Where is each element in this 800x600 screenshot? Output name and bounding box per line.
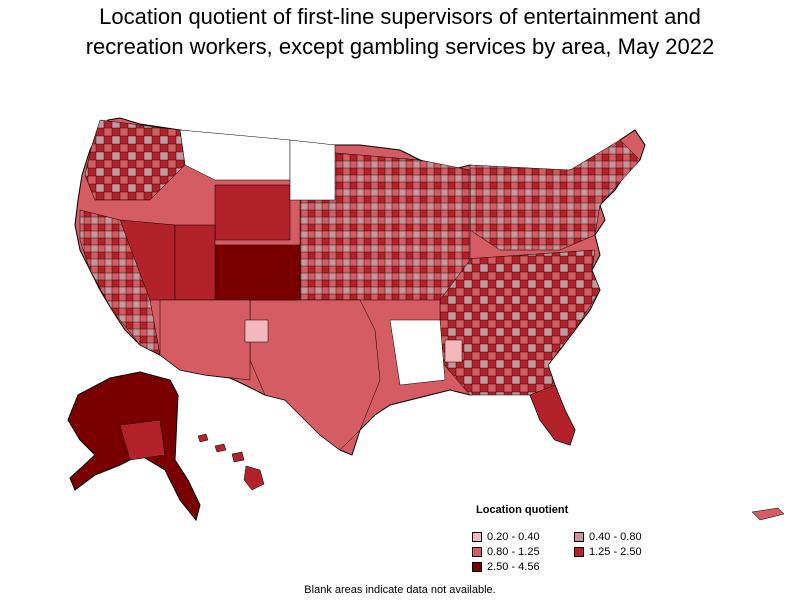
alabama-light-area <box>444 339 463 363</box>
footnote: Blank areas indicate data not available. <box>304 584 496 596</box>
mississippi-blank <box>389 319 446 386</box>
alaska-inner-area <box>119 419 166 461</box>
northwest-area <box>84 119 186 201</box>
legend-swatch <box>472 562 482 572</box>
southeast-region <box>439 249 601 396</box>
wyoming-area <box>214 184 291 241</box>
legend-item-0.40-0.80: 0.40 - 0.80 <box>574 530 642 544</box>
legend-swatch <box>472 547 482 557</box>
legend-item-0.80-1.25: 0.80 - 1.25 <box>472 545 540 559</box>
colorado-area <box>214 244 301 301</box>
legend-label: 0.80 - 1.25 <box>487 546 540 558</box>
california-area <box>79 209 161 356</box>
legend: Location quotient 0.20 - 0.40 0.40 - 0.8… <box>470 504 690 574</box>
texas-region <box>249 299 381 451</box>
legend-label: 2.50 - 4.56 <box>487 561 540 573</box>
legend-label: 1.25 - 2.50 <box>589 546 642 558</box>
legend-swatch <box>574 547 584 557</box>
legend-swatch <box>574 532 584 542</box>
map-title: Location quotient of first-line supervis… <box>0 2 800 62</box>
hawaii-island-1 <box>197 433 209 443</box>
florida-area <box>529 384 576 446</box>
legend-label: 0.40 - 0.80 <box>589 531 642 543</box>
map-title-line-2: recreation workers, except gambling serv… <box>85 34 715 59</box>
legend-item-1.25-2.50: 1.25 - 2.50 <box>574 545 642 559</box>
legend-label: 0.20 - 0.40 <box>487 531 540 543</box>
hawaii-island-big <box>243 465 265 491</box>
hawaii-island-3 <box>231 451 245 463</box>
southwest-area <box>159 299 251 381</box>
utah-area <box>174 224 216 301</box>
legend-title: Location quotient <box>476 504 569 516</box>
northeast-region <box>469 139 641 251</box>
new-mexico-light-area <box>244 319 269 343</box>
midwest-region <box>299 149 471 301</box>
map-title-line-1: Location quotient of first-line supervis… <box>99 4 701 29</box>
dakotas-blank <box>289 139 336 201</box>
legend-item-0.20-0.40: 0.20 - 0.40 <box>472 530 540 544</box>
hawaii-island-2 <box>214 443 227 453</box>
legend-item-2.50-4.56: 2.50 - 4.56 <box>472 560 540 574</box>
puerto-rico-shape <box>751 507 785 521</box>
legend-swatch <box>472 532 482 542</box>
